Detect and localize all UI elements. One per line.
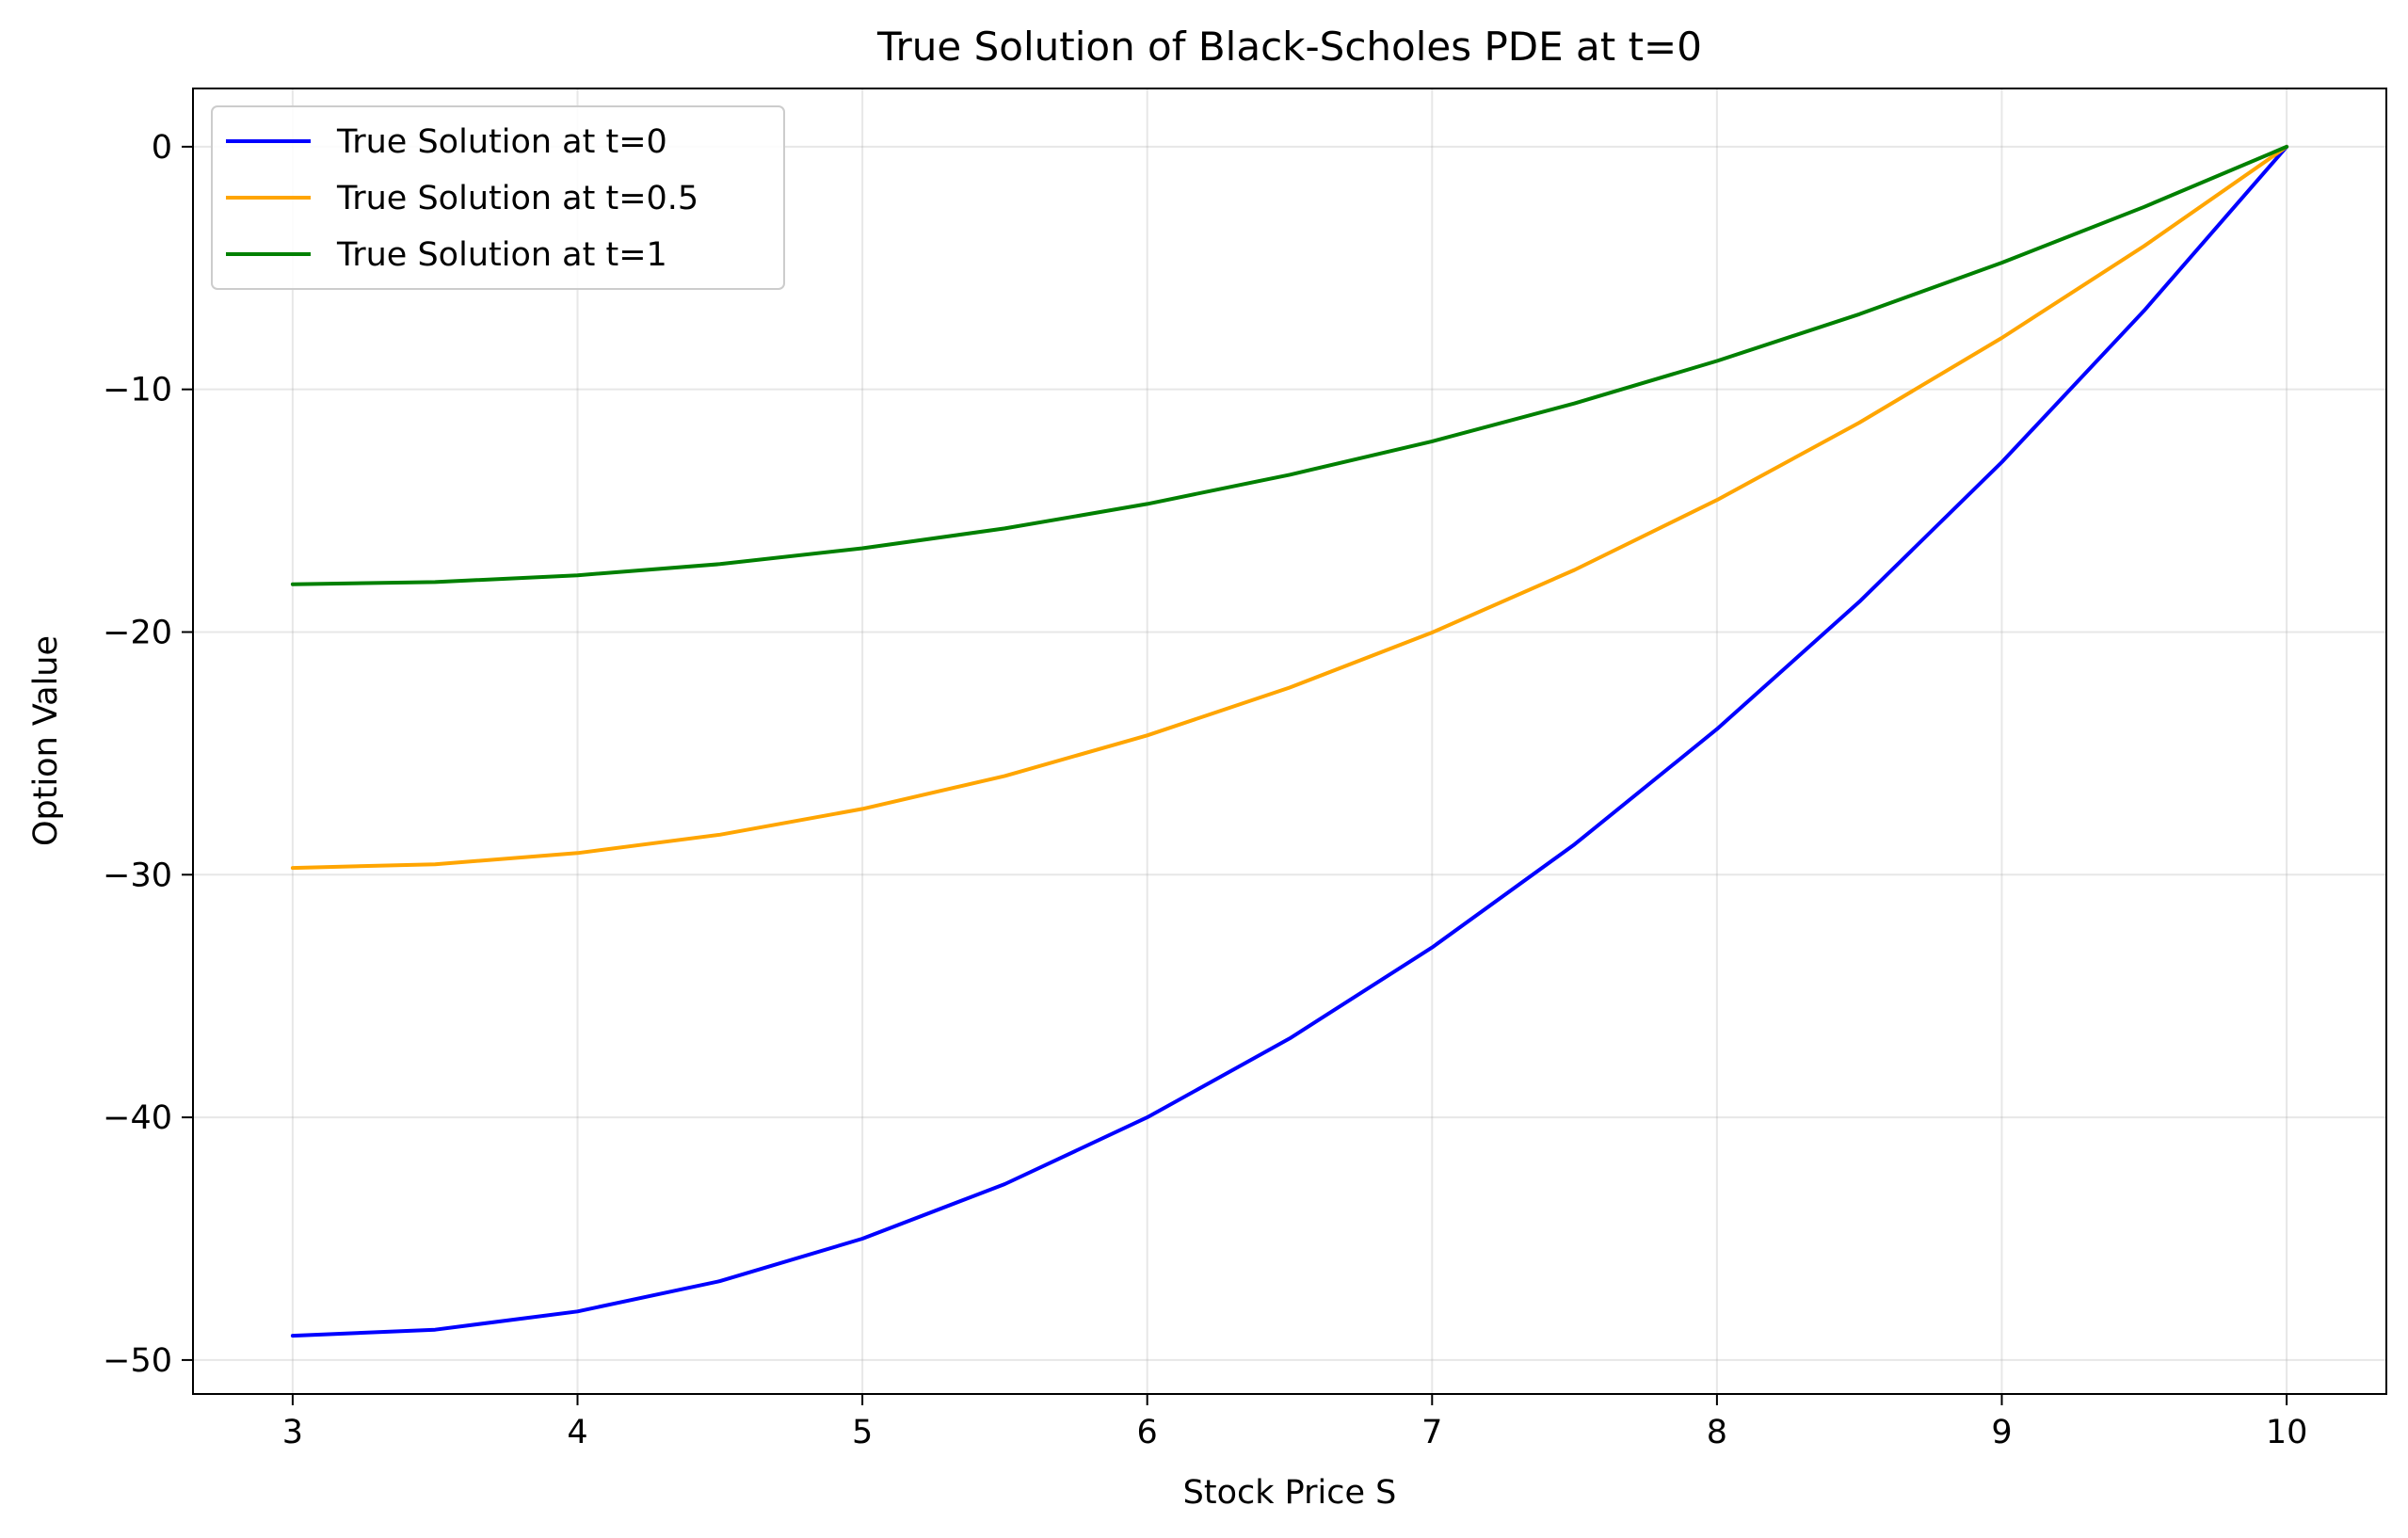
plot-area-frame bbox=[192, 88, 2387, 1395]
series-line-1 bbox=[290, 144, 2289, 871]
x-tick-label: 5 bbox=[852, 1414, 873, 1451]
y-tick-label: 0 bbox=[152, 129, 172, 167]
x-tick-label: 9 bbox=[1991, 1414, 2012, 1451]
x-tick-label: 4 bbox=[567, 1414, 587, 1451]
x-axis-label: Stock Price S bbox=[1183, 1474, 1397, 1512]
legend-box bbox=[211, 105, 785, 290]
x-tick-label: 3 bbox=[282, 1414, 303, 1451]
series-layer bbox=[290, 144, 2289, 1338]
y-tick-label: −10 bbox=[103, 372, 172, 409]
y-axis-label: Option Value bbox=[27, 635, 65, 846]
y-tick-label: −20 bbox=[103, 614, 172, 651]
y-tick-label: −30 bbox=[103, 857, 172, 894]
legend-label-0: True Solution at t=0 bbox=[336, 123, 667, 161]
series-line-2 bbox=[290, 144, 2289, 586]
chart-title: True Solution of Black-Scholes PDE at t=… bbox=[876, 24, 1702, 70]
legend-label-2: True Solution at t=1 bbox=[336, 236, 667, 274]
tick-layer: 3 4 5 6 7 8 9 10 0 −10 −20 −30 −40 −50 bbox=[103, 129, 2307, 1451]
legend-label-1: True Solution at t=0.5 bbox=[336, 180, 698, 217]
x-tick-label: 6 bbox=[1137, 1414, 1158, 1451]
x-tick-label: 8 bbox=[1707, 1414, 1727, 1451]
legend: True Solution at t=0 True Solution at t=0… bbox=[211, 105, 785, 290]
y-tick-label: −40 bbox=[103, 1099, 172, 1137]
series-line-0 bbox=[290, 144, 2289, 1338]
x-tick-label: 7 bbox=[1421, 1414, 1442, 1451]
y-tick-label: −50 bbox=[103, 1342, 172, 1380]
x-tick-label: 10 bbox=[2266, 1414, 2308, 1451]
